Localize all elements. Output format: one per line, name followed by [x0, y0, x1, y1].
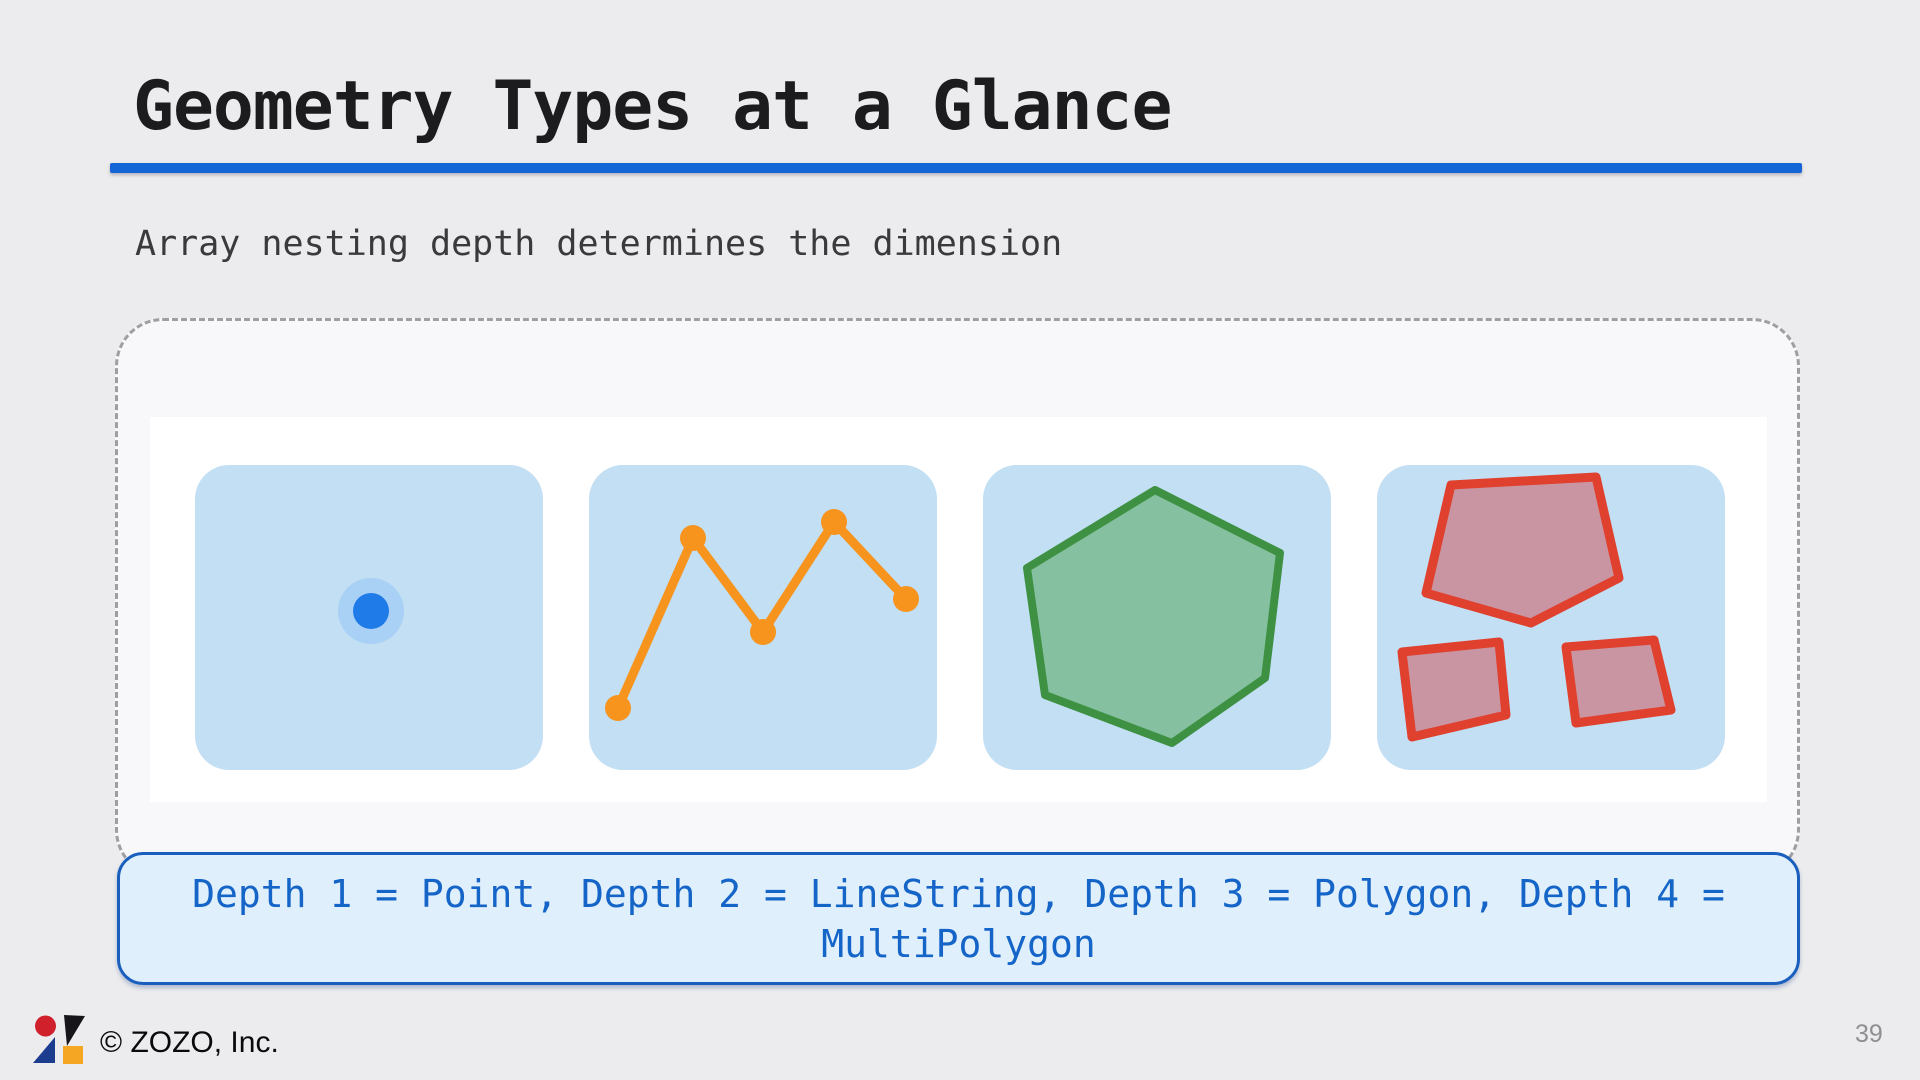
zozo-logo: [33, 1015, 85, 1064]
title-underline: [110, 163, 1802, 173]
multipolygon-illustration: [1397, 472, 1676, 742]
slide-subtitle: Array nesting depth determines the dimen…: [135, 224, 1063, 264]
logo-navy-triangle-icon: [33, 1037, 55, 1063]
page-title: Geometry Types at a Glance: [133, 67, 1172, 146]
caption-text: Depth 1 = Point, Depth 2 = LineString, D…: [192, 872, 1725, 966]
panel-multipolygon: [1377, 465, 1725, 770]
geometry-diagram-container: [115, 318, 1800, 878]
panel-linestring: [589, 465, 937, 770]
geometry-panels-row: [195, 465, 1725, 770]
panel-point: [195, 465, 543, 770]
copyright-text: © ZOZO, Inc.: [100, 1026, 279, 1059]
panel-polygon: [983, 465, 1331, 770]
page-number: 39: [1855, 1020, 1883, 1048]
logo-red-circle-icon: [35, 1015, 56, 1037]
logo-yellow-square-icon: [63, 1046, 83, 1064]
polygon-illustration: [1023, 486, 1284, 747]
linestring-illustration: [605, 509, 919, 721]
diagram-strip: [150, 417, 1767, 802]
logo-black-triangle-icon: [64, 1015, 85, 1046]
caption-box: Depth 1 = Point, Depth 2 = LineString, D…: [117, 852, 1800, 985]
point-illustration: [338, 578, 404, 644]
